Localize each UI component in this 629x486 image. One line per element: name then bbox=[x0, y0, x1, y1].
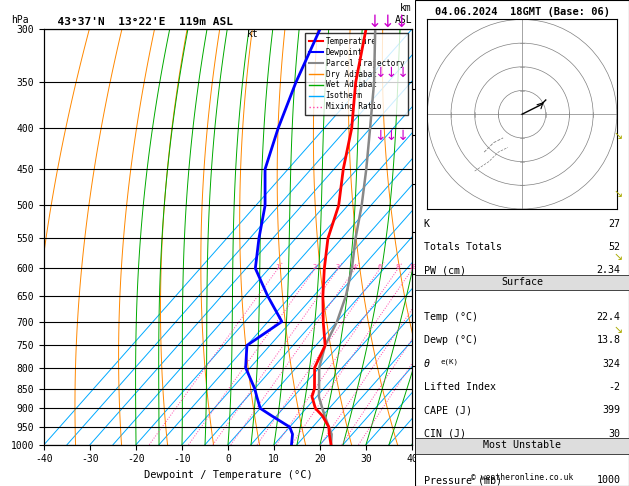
Text: hPa: hPa bbox=[11, 15, 28, 25]
Text: LCL: LCL bbox=[419, 389, 435, 398]
Text: Surface: Surface bbox=[501, 277, 543, 287]
Text: 27: 27 bbox=[608, 219, 620, 229]
Text: 22.4: 22.4 bbox=[596, 312, 620, 322]
Text: ↓↓↓: ↓↓↓ bbox=[374, 66, 409, 80]
Text: 20: 20 bbox=[455, 263, 463, 270]
Text: Most Unstable: Most Unstable bbox=[483, 440, 561, 450]
Text: Dewp (°C): Dewp (°C) bbox=[424, 335, 477, 346]
Legend: Temperature, Dewpoint, Parcel Trajectory, Dry Adiabat, Wet Adiabat, Isotherm, Mi: Temperature, Dewpoint, Parcel Trajectory… bbox=[305, 33, 408, 115]
Text: km
ASL: km ASL bbox=[394, 3, 412, 25]
Text: 2.34: 2.34 bbox=[596, 265, 620, 276]
Text: 399: 399 bbox=[603, 405, 620, 416]
Y-axis label: Mixing Ratio (g/kg): Mixing Ratio (g/kg) bbox=[433, 181, 442, 293]
Bar bbox=[415, 438, 629, 453]
Text: 13.8: 13.8 bbox=[596, 335, 620, 346]
Text: 3: 3 bbox=[335, 263, 340, 270]
Text: Temp (°C): Temp (°C) bbox=[424, 312, 477, 322]
Text: 30: 30 bbox=[608, 429, 620, 439]
Text: e(K): e(K) bbox=[441, 359, 459, 365]
Text: ↓↓↓: ↓↓↓ bbox=[374, 129, 409, 143]
Text: © weatheronline.co.uk: © weatheronline.co.uk bbox=[471, 473, 573, 482]
Text: ↘: ↘ bbox=[613, 190, 623, 199]
Text: 1000: 1000 bbox=[596, 475, 620, 486]
Text: 04.06.2024  18GMT (Base: 06): 04.06.2024 18GMT (Base: 06) bbox=[435, 7, 610, 17]
Text: Totals Totals: Totals Totals bbox=[424, 242, 502, 252]
Text: PW (cm): PW (cm) bbox=[424, 265, 465, 276]
Text: Pressure (mb): Pressure (mb) bbox=[424, 475, 502, 486]
Text: kt: kt bbox=[247, 29, 259, 39]
Text: 15: 15 bbox=[435, 263, 443, 270]
Text: 8: 8 bbox=[396, 263, 399, 270]
Bar bbox=[415, 275, 629, 290]
Text: Lifted Index: Lifted Index bbox=[424, 382, 496, 392]
Text: 43°37'N  13°22'E  119m ASL: 43°37'N 13°22'E 119m ASL bbox=[44, 17, 233, 27]
Text: -2: -2 bbox=[608, 382, 620, 392]
X-axis label: Dewpoint / Temperature (°C): Dewpoint / Temperature (°C) bbox=[143, 470, 313, 480]
Text: ↘: ↘ bbox=[613, 131, 623, 141]
Text: ↘: ↘ bbox=[613, 326, 623, 335]
Text: 2: 2 bbox=[313, 263, 316, 270]
Text: CAPE (J): CAPE (J) bbox=[424, 405, 472, 416]
Text: ↓↓↓: ↓↓↓ bbox=[367, 13, 409, 31]
Text: 6: 6 bbox=[377, 263, 381, 270]
Text: 324: 324 bbox=[603, 359, 620, 369]
Text: CIN (J): CIN (J) bbox=[424, 429, 465, 439]
Text: 52: 52 bbox=[608, 242, 620, 252]
Text: 1: 1 bbox=[275, 263, 279, 270]
Text: K: K bbox=[424, 219, 430, 229]
Text: θ: θ bbox=[424, 359, 430, 369]
Text: ↘: ↘ bbox=[613, 253, 623, 262]
Text: 4: 4 bbox=[352, 263, 357, 270]
Text: 10: 10 bbox=[408, 263, 416, 270]
Text: 25: 25 bbox=[470, 263, 479, 270]
